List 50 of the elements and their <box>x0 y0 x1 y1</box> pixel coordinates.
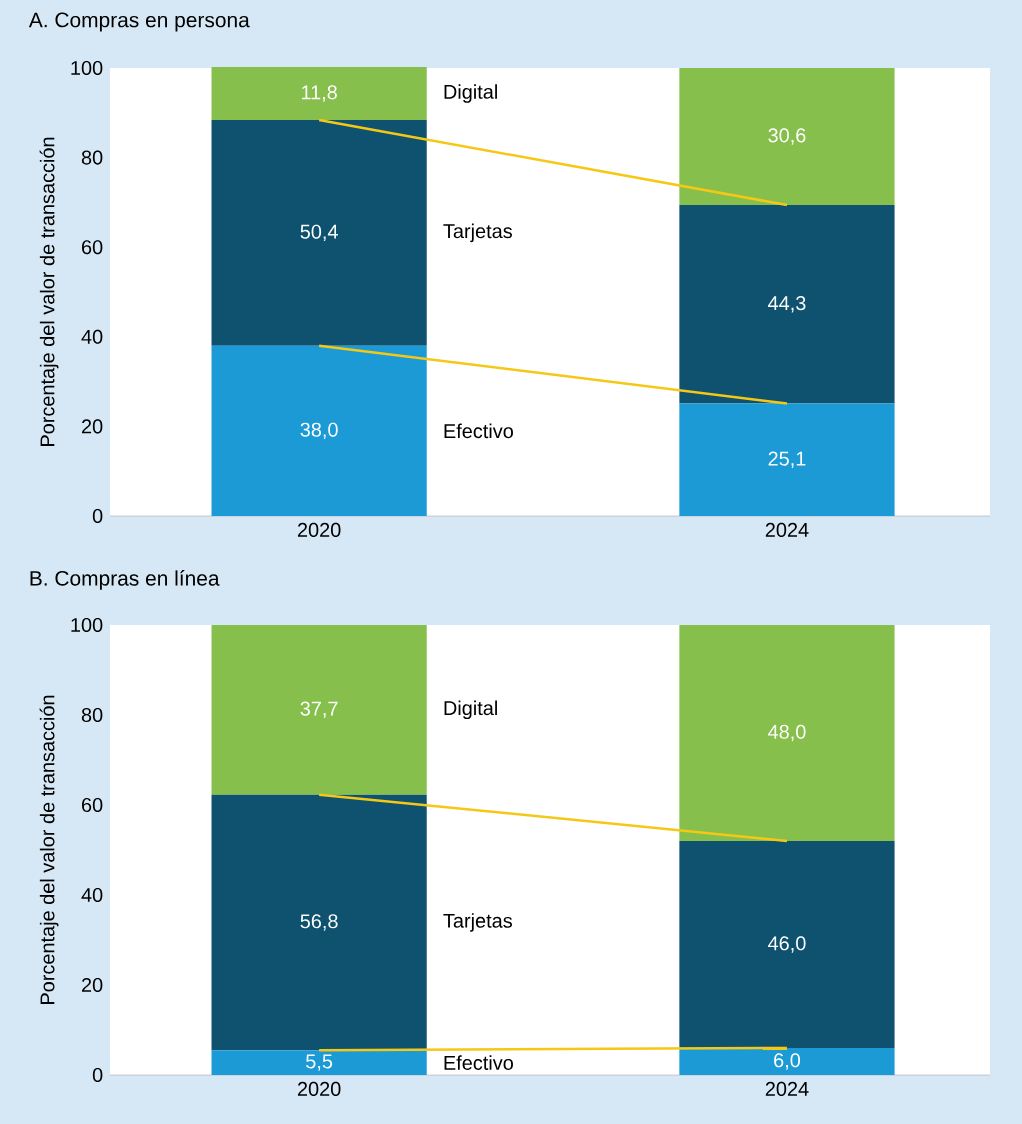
bar <box>211 794 427 1051</box>
x-tick-label: 2024 <box>765 1081 809 1096</box>
data-label: 6,0 <box>774 1053 801 1070</box>
series-label: Digital <box>444 700 497 720</box>
series-label: Efectivo <box>444 1055 513 1070</box>
data-label: 11,8 <box>301 85 337 102</box>
bar <box>679 624 895 841</box>
y-tick-label: 80 <box>81 150 103 165</box>
y-axis-title: Porcentaje del valor de transacción <box>39 137 59 446</box>
bar <box>211 624 427 795</box>
data-label: 5,5 <box>306 1054 333 1071</box>
bar <box>211 119 427 346</box>
y-tick-label: 80 <box>81 707 103 723</box>
y-tick-label: 60 <box>82 240 103 255</box>
data-label: 37,7 <box>300 701 338 719</box>
y-tick-label: 60 <box>82 797 103 813</box>
bar <box>211 345 427 516</box>
bar <box>211 67 427 120</box>
series-label: Tarjetas <box>443 223 512 243</box>
y-tick-label: 0 <box>92 1067 103 1083</box>
data-label: 44,3 <box>768 296 806 313</box>
data-label: 48,0 <box>768 724 806 742</box>
chart-title: A. Compras en persona <box>28 12 250 32</box>
chart-title: B. Compras en línea <box>30 570 220 590</box>
y-tick-label: 40 <box>81 887 103 903</box>
x-tick-label: 2024 <box>765 522 809 537</box>
bar <box>679 67 895 206</box>
data-label: 46,0 <box>768 936 806 953</box>
series-label: Tarjetas <box>443 913 512 932</box>
y-tick-label: 20 <box>82 419 103 434</box>
data-label: 50,4 <box>300 224 338 242</box>
data-label: 25,1 <box>768 451 806 468</box>
bar <box>679 205 895 404</box>
bar <box>679 840 895 1048</box>
y-tick-label: 0 <box>92 508 103 524</box>
x-tick-label: 2020 <box>297 1081 341 1096</box>
bar <box>211 1050 427 1075</box>
y-axis-title: Porcentaje del valor de transacción <box>39 695 59 1004</box>
x-tick-label: 2020 <box>297 522 341 537</box>
series-label: Digital <box>444 84 497 103</box>
series-label: Efectivo <box>444 423 513 439</box>
y-tick-label: 20 <box>82 977 103 993</box>
y-tick-label: 100 <box>71 617 103 633</box>
data-label: 30,6 <box>768 128 806 145</box>
y-tick-label: 100 <box>71 60 103 76</box>
y-tick-label: 40 <box>81 329 103 344</box>
bar <box>679 403 895 516</box>
bar <box>679 1047 895 1075</box>
data-label: 38,0 <box>300 422 338 440</box>
data-label: 56,8 <box>300 914 338 931</box>
